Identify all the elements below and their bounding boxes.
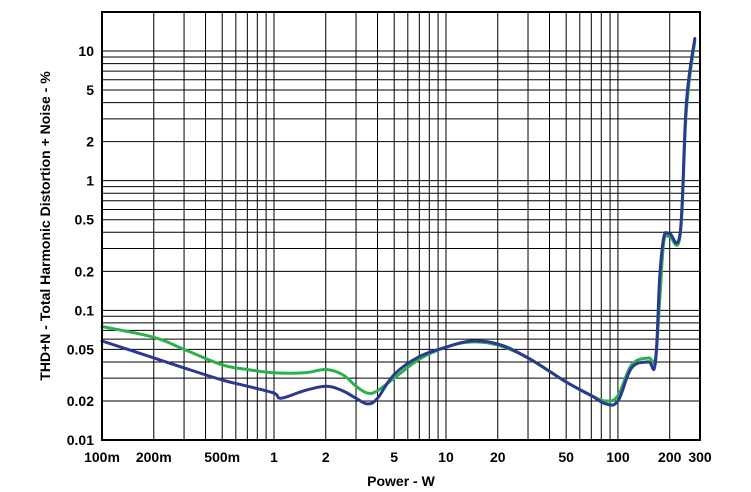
y-tick-label: 10 [78,43,94,59]
x-tick-label: 2 [322,449,330,465]
x-tick-label: 100m [84,449,120,465]
x-tick-labels: 100m 200m 500m 1 2 5 10 20 50 100 200 300 [84,449,712,465]
x-tick-label: 1 [270,449,278,465]
y-tick-label: 5 [86,82,94,98]
x-axis-label: Power - W [367,473,435,489]
y-tick-labels: 0.01 0.02 0.05 0.1 0.2 0.5 1 2 5 10 [67,43,94,448]
y-tick-label: 0.01 [67,432,94,448]
x-tick-label: 200 [658,449,682,465]
x-tick-label: 50 [558,449,574,465]
x-tick-label: 200m [136,449,172,465]
y-tick-label: 0.1 [75,302,95,318]
grid-lines [101,11,701,441]
y-tick-label: 0.05 [67,341,94,357]
series-line-2 [100,37,697,407]
y-tick-label: 0.2 [75,263,95,279]
series-lines [100,37,697,407]
y-tick-label: 0.5 [75,212,95,228]
x-tick-label: 100 [606,449,630,465]
x-tick-label: 20 [490,449,506,465]
x-tick-label: 10 [438,449,454,465]
y-tick-label: 0.02 [67,393,94,409]
y-axis-label: THD+N - Total Harmonic Distortion + Nois… [37,71,53,381]
y-tick-label: 2 [86,134,94,150]
x-tick-label: 300 [688,449,712,465]
plot-frame [101,11,701,441]
x-tick-label: 5 [390,449,398,465]
y-tick-label: 1 [86,173,94,189]
x-tick-label: 500m [204,449,240,465]
series-line-1 [100,39,697,403]
